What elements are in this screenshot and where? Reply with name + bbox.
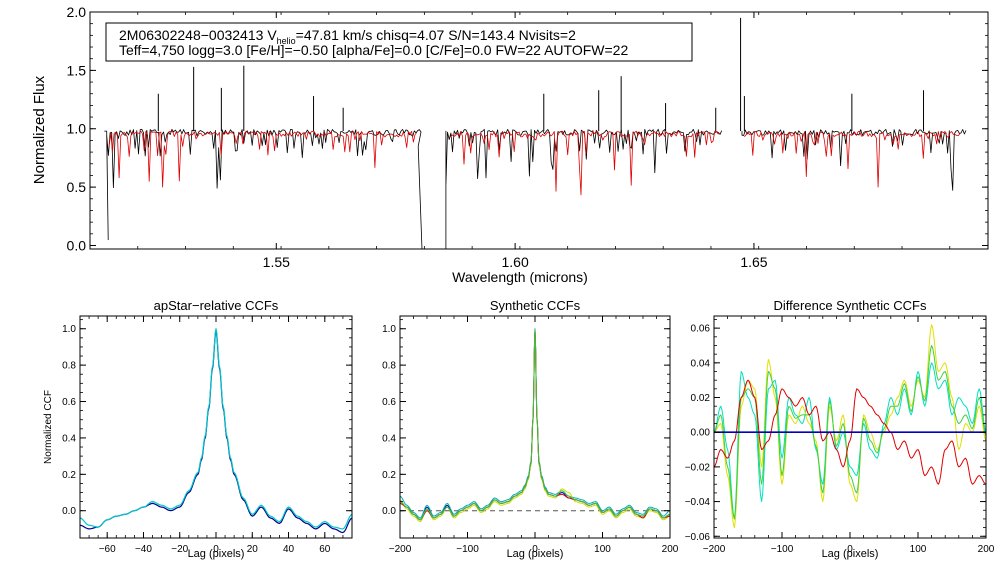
x-tick-label: 0 xyxy=(847,544,853,555)
model-spectrum-chip xyxy=(108,130,418,188)
y-tick-label: 0.8 xyxy=(382,361,396,372)
annotation-box xyxy=(105,22,693,62)
annotation-chisq: chisq=4.07 xyxy=(376,27,444,43)
difference-ccf-lines xyxy=(713,324,987,529)
vhelio-prefix: V xyxy=(267,27,277,43)
y-tick-label: −0.04 xyxy=(685,497,711,508)
difference-ccf-series xyxy=(713,379,987,485)
x-tick-label: −20 xyxy=(171,544,188,555)
apstar-ccf-title: apStar−relative CCFs xyxy=(154,298,279,313)
annotation-star-id: 2M06302248−0032413 xyxy=(119,27,264,43)
observed-spectrum-chip xyxy=(741,129,967,191)
spectrum-plot-lines xyxy=(104,17,967,250)
x-tick-label: 100 xyxy=(594,544,611,555)
synthetic-ccf-lines xyxy=(399,328,671,523)
y-tick-label: 2.0 xyxy=(67,4,87,20)
y-tick-label: 1.5 xyxy=(67,62,87,78)
vhelio-subscript: helio xyxy=(277,36,296,46)
y-tick-label: 0.02 xyxy=(691,393,711,404)
x-tick-label: −40 xyxy=(135,544,152,555)
spectrum-panel: 1.55 1.60 1.65 0.0 0.5 1.0 1.5 2.0 2M06302248−0… xyxy=(31,4,989,285)
x-tick-label: −100 xyxy=(771,544,794,555)
annotation-line-2: Teff=4,750 logg=3.0 [Fe/H]=−0.50 [alpha/… xyxy=(119,42,628,58)
difference-ccf-series xyxy=(713,345,987,520)
x-tick-label: 100 xyxy=(910,544,927,555)
x-tick-label: 40 xyxy=(283,544,295,555)
x-tick-label: 1.55 xyxy=(263,254,290,270)
model-spectrum-chip xyxy=(744,130,961,188)
x-tick-label: −200 xyxy=(389,544,412,555)
synthetic-ccf-series xyxy=(399,330,671,521)
annotation-snr: S/N=143.4 xyxy=(448,27,515,43)
y-tick-label: 1.0 xyxy=(67,121,87,137)
difference-ccf-panel: Difference Synthetic CCFs −200 −100 0 100 20… xyxy=(685,298,995,560)
x-tick-label: 200 xyxy=(978,544,995,555)
difference-ccf-series xyxy=(713,362,987,520)
synthetic-ccf-title: Synthetic CCFs xyxy=(490,298,581,313)
apstar-ccf-series xyxy=(79,330,353,534)
apstar-ccf-lines xyxy=(79,328,353,534)
apstar-ccf-ticks: −60 −40 −20 0 20 40 60 0.0 0.2 0.4 0.6 0.8 1.0 xyxy=(62,316,353,555)
model-spectrum-chip xyxy=(450,130,720,196)
x-tick-label: −60 xyxy=(99,544,116,555)
apstar-ccf-y-axis-label: Normalized CCF xyxy=(43,390,54,464)
spectrum-y-axis-label: Normalized Flux xyxy=(31,75,48,184)
y-tick-label: 0.0 xyxy=(67,237,87,253)
x-tick-label: 0 xyxy=(213,544,219,555)
y-tick-label: 0.6 xyxy=(62,397,76,408)
annotation-line-1: 2M06302248−0032413 Vhelio=47.81 km/s chi… xyxy=(119,27,576,46)
y-tick-label: 0.2 xyxy=(62,470,76,481)
y-tick-label: 0.6 xyxy=(382,397,396,408)
x-tick-label: 20 xyxy=(247,544,259,555)
x-tick-label: 1.60 xyxy=(501,254,528,270)
synthetic-ccf-series xyxy=(399,328,671,519)
y-tick-label: 0.4 xyxy=(62,433,76,444)
synthetic-ccf-series xyxy=(399,330,671,523)
y-tick-label: 0.8 xyxy=(62,361,76,372)
difference-ccf-series xyxy=(713,324,987,529)
y-tick-label: 1.0 xyxy=(62,324,76,335)
synthetic-ccf-panel: Synthetic CCFs −200 −100 0 100 200 0.0 0.2 0.4 0… xyxy=(382,298,679,560)
synthetic-ccf-x-axis-label: Lag (pixels) xyxy=(507,548,564,560)
spectrum-ticks: 1.55 1.60 1.65 0.0 0.5 1.0 1.5 2.0 xyxy=(67,4,988,270)
x-tick-label: 0 xyxy=(532,544,538,555)
difference-ccf-x-axis-label: Lag (pixels) xyxy=(822,548,879,560)
difference-ccf-title: Difference Synthetic CCFs xyxy=(774,298,927,313)
observed-spectrum-chip xyxy=(445,128,723,249)
y-tick-label: 0.0 xyxy=(382,506,396,517)
synthetic-ccf-frame xyxy=(399,315,671,539)
y-tick-label: 0.06 xyxy=(691,324,711,335)
difference-ccf-ticks: −200 −100 0 100 200 −0.06 −0.04 −0.02 0.00 0.02 0.… xyxy=(685,316,995,555)
y-tick-label: −0.06 xyxy=(685,532,711,543)
apstar-ccf-panel: apStar−relative CCFs −60 −40 −20 0 20 40 60 0.0… xyxy=(43,298,353,560)
spectrum-x-axis-label: Wavelength (microns) xyxy=(452,269,588,285)
spectrum-frame xyxy=(89,11,989,250)
y-tick-label: 0.00 xyxy=(691,428,711,439)
synthetic-ccf-ticks: −200 −100 0 100 200 0.0 0.2 0.4 0.6 0.8 1.0 xyxy=(382,316,679,555)
y-tick-label: −0.02 xyxy=(685,462,711,473)
difference-ccf-frame xyxy=(713,315,987,539)
vhelio-value: =47.81 km/s xyxy=(296,27,373,43)
apstar-ccf-frame xyxy=(79,315,353,539)
apstar-ccf-series xyxy=(79,328,353,530)
x-tick-label: −200 xyxy=(703,544,726,555)
x-tick-label: 1.65 xyxy=(740,254,767,270)
apstar-ccf-x-axis-label: Lag (pixels) xyxy=(188,548,245,560)
annotation-nvisits: Nvisits=2 xyxy=(519,27,576,43)
observed-spectrum-chip xyxy=(104,128,423,250)
x-tick-label: 60 xyxy=(319,544,331,555)
y-tick-label: 0.5 xyxy=(67,179,87,195)
x-tick-label: 200 xyxy=(662,544,679,555)
y-tick-label: 0.4 xyxy=(382,433,396,444)
synthetic-ccf-series xyxy=(399,330,671,521)
y-tick-label: 0.2 xyxy=(382,470,396,481)
y-tick-label: 1.0 xyxy=(382,324,396,335)
synthetic-ccf-series xyxy=(399,330,671,521)
y-tick-label: 0.0 xyxy=(62,506,76,517)
y-tick-label: 0.04 xyxy=(691,358,711,369)
x-tick-label: −100 xyxy=(456,544,479,555)
